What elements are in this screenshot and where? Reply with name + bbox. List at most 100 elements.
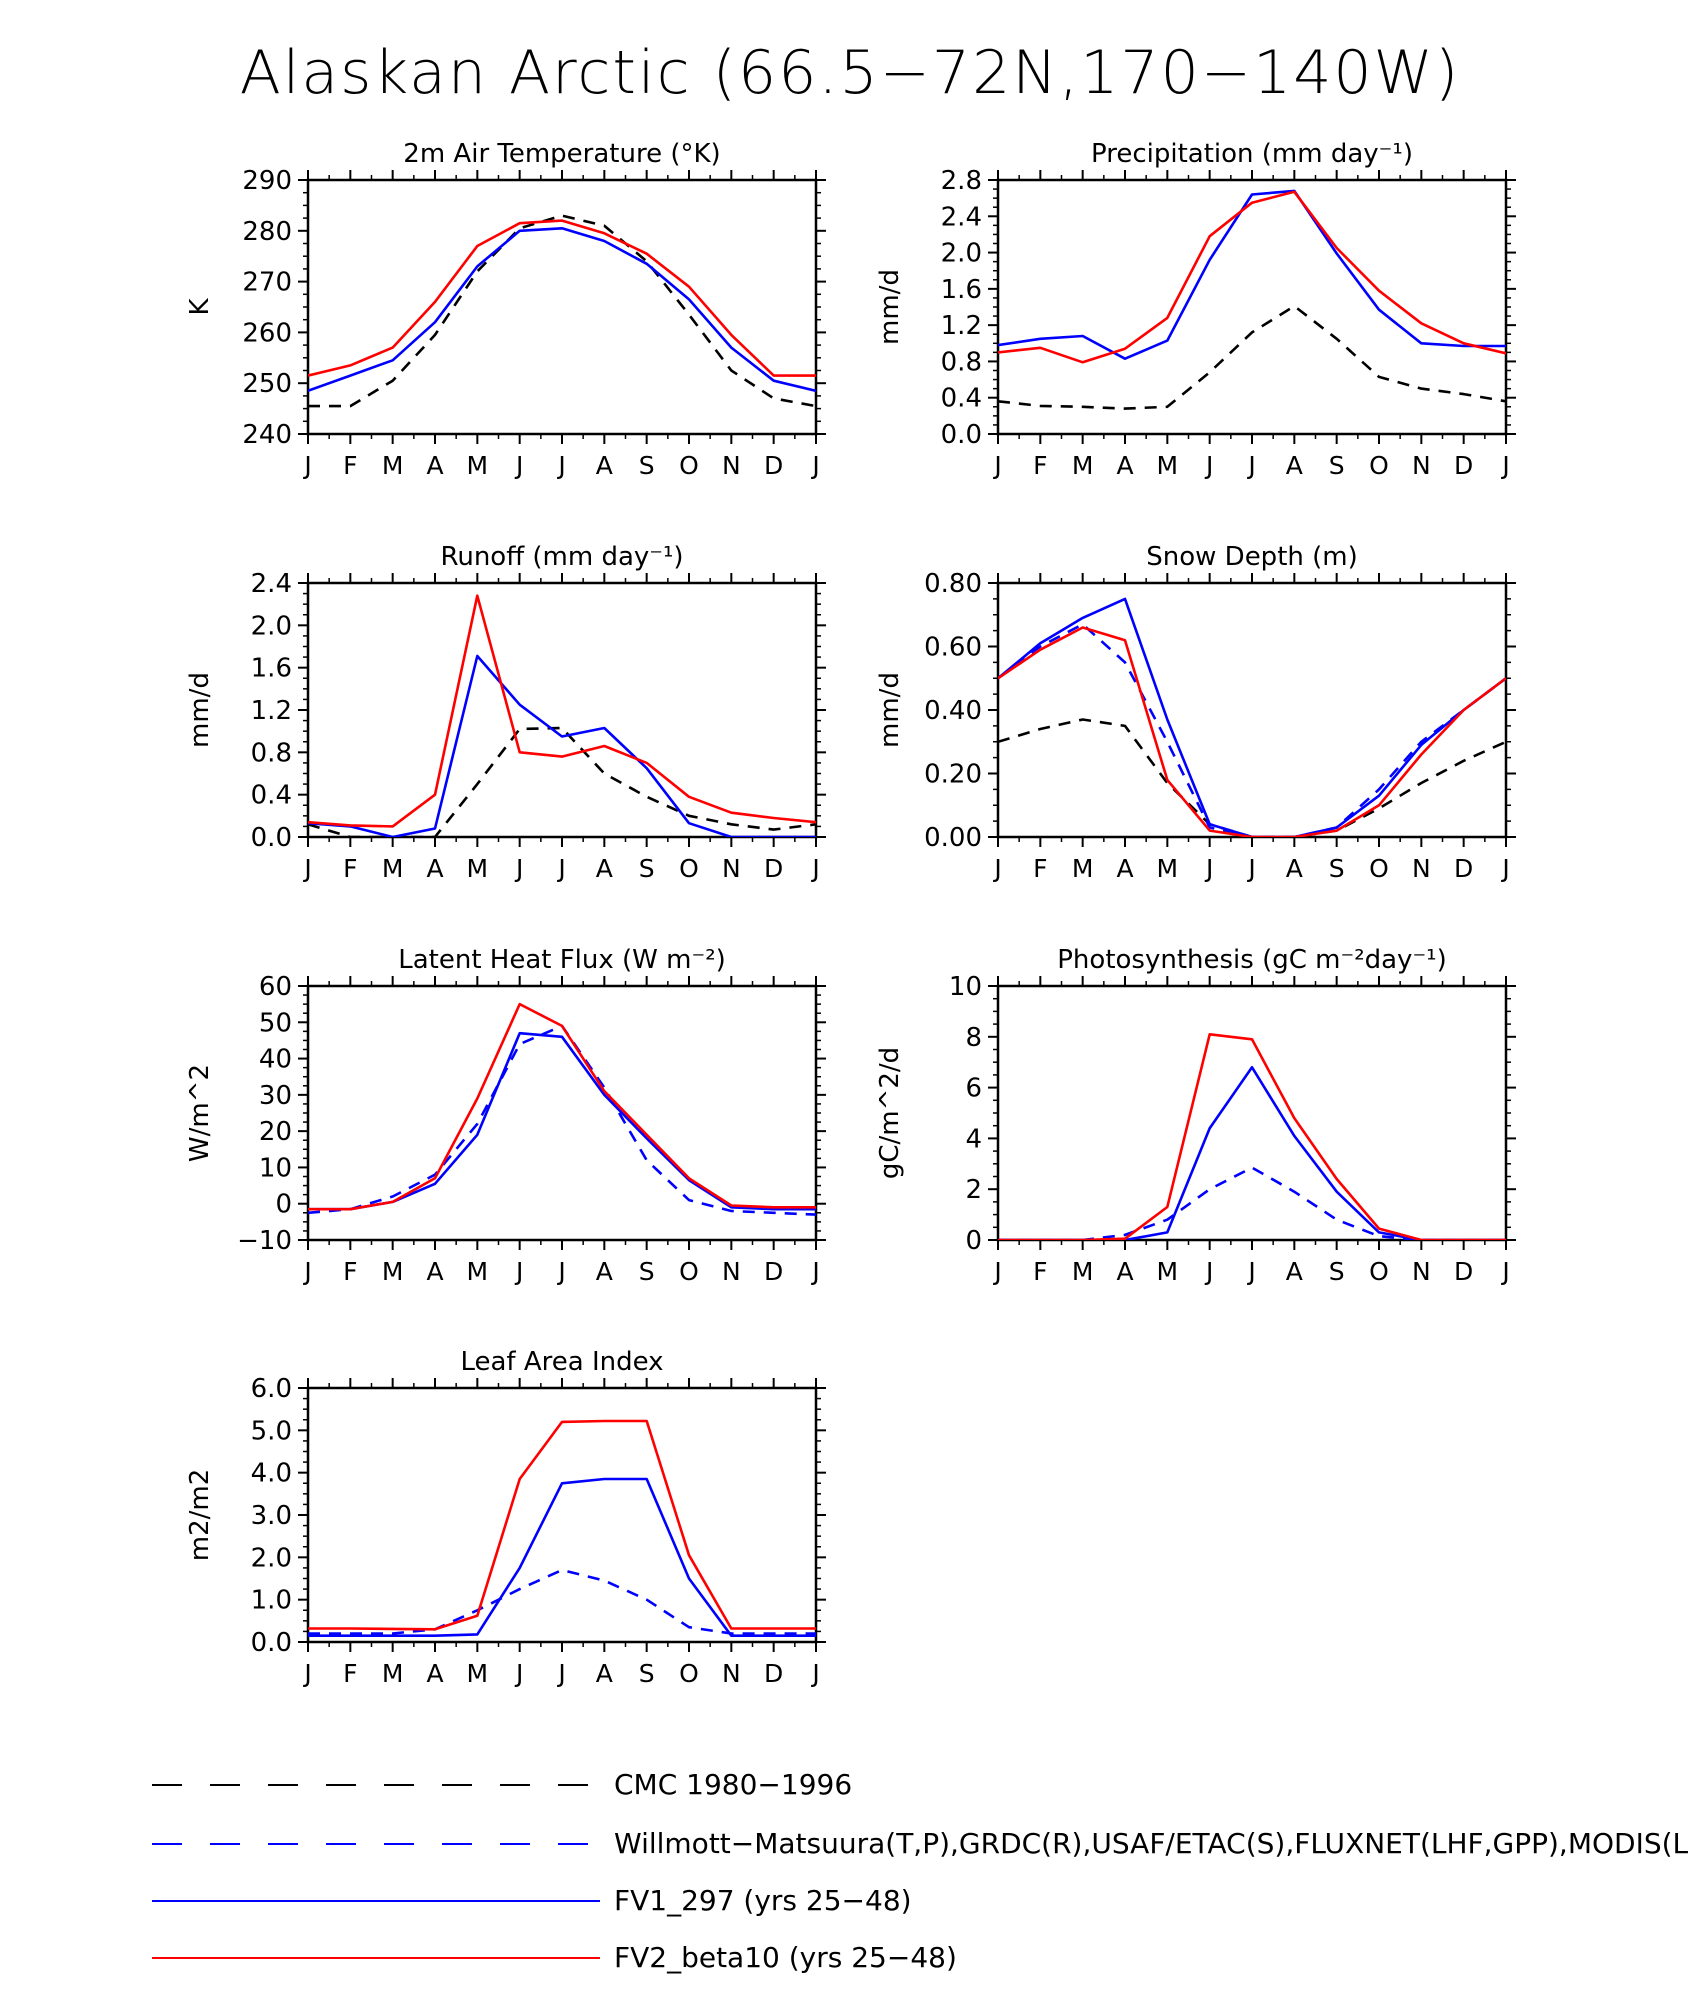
panel-title: Runoff (mm day⁻¹) [440, 542, 683, 572]
y-axis-label: m2/m2 [185, 1469, 215, 1562]
y-axis-label: gC/m^2/d [875, 1047, 905, 1179]
x-tick-label: J [556, 1257, 565, 1286]
panel-title: Latent Heat Flux (W m⁻²) [398, 945, 726, 975]
series-line [308, 1024, 816, 1216]
series-line [308, 219, 816, 377]
legend: CMC 1980−1996 Willmott−Matsuura(T,P),GRDC… [152, 1768, 1689, 1974]
x-tick-label: N [722, 854, 741, 883]
y-tick-label: 6 [965, 1074, 982, 1104]
panel-title: Leaf Area Index [460, 1347, 663, 1377]
panel-title: Snow Depth (m) [1146, 542, 1358, 572]
y-tick-label: 4.0 [251, 1459, 292, 1489]
y-tick-label: 1.0 [251, 1586, 292, 1616]
y-tick-label: 0.0 [941, 420, 982, 450]
y-tick-label: 0 [965, 1226, 982, 1256]
x-tick-label: S [1329, 854, 1345, 883]
x-tick-label: F [1033, 451, 1047, 480]
series-line [998, 626, 1506, 837]
y-tick-label: 280 [242, 217, 292, 247]
x-tick-label: J [514, 1257, 523, 1286]
legend-label: FV2_beta10 (yrs 25−48) [614, 1941, 957, 1974]
x-tick-label: A [426, 854, 443, 883]
x-tick-label: A [596, 854, 613, 883]
panel-title: Photosynthesis (gC m⁻²day⁻¹) [1057, 945, 1446, 975]
y-tick-label: 0.20 [924, 760, 982, 790]
y-tick-label: 10 [259, 1153, 292, 1183]
x-tick-label: M [467, 1659, 489, 1688]
x-tick-label: A [1286, 854, 1303, 883]
y-tick-label: 50 [259, 1008, 292, 1038]
x-tick-label: F [343, 1257, 357, 1286]
series-line [308, 1419, 816, 1631]
x-tick-label: J [302, 1659, 311, 1688]
x-tick-label: S [639, 451, 655, 480]
plot-frame [306, 1386, 818, 1644]
x-tick-label: D [764, 854, 783, 883]
x-tick-label: J [556, 451, 565, 480]
y-tick-label: 2.0 [251, 1543, 292, 1573]
x-tick-label: D [1454, 451, 1473, 480]
legend-item-4: FV2_beta10 (yrs 25−48) [152, 1941, 957, 1974]
x-tick-label: N [1412, 1257, 1431, 1286]
y-tick-label: 250 [242, 369, 292, 399]
x-tick-label: A [1286, 1257, 1303, 1286]
x-tick-label: J [1246, 854, 1255, 883]
x-tick-label: M [1072, 451, 1094, 480]
x-tick-label: F [1033, 1257, 1047, 1286]
series-line [308, 1031, 816, 1211]
y-tick-label: 2.4 [941, 202, 982, 232]
chart-panel-3: J F M A M J J A S O N D J0.00.40.81.21.62.02.4mm/dRu… [185, 542, 826, 883]
x-tick-label: A [1286, 451, 1303, 480]
y-tick-label: 240 [242, 420, 292, 450]
y-tick-label: 2.0 [941, 239, 982, 269]
y-tick-label: 1.2 [941, 311, 982, 341]
x-tick-label: J [992, 854, 1001, 883]
chart-panel-5: J F M A M J J A S O N D J−100102030405060W/m^2Latent… [185, 945, 826, 1286]
x-tick-label: M [1157, 854, 1179, 883]
x-tick-label: M [1157, 451, 1179, 480]
y-tick-label: 0.0 [251, 823, 292, 853]
x-tick-label: O [1369, 451, 1389, 480]
y-tick-label: 0.8 [941, 347, 982, 377]
x-tick-label: D [764, 451, 783, 480]
y-tick-label: 0.00 [924, 823, 982, 853]
figure-title: Alaskan Arctic (66.5−72N,170−140W) [239, 38, 1461, 108]
series-line [308, 214, 816, 408]
x-tick-label: D [764, 1257, 783, 1286]
series-line [998, 718, 1506, 837]
chart-panel-7: J F M A M J J A S O N D J0.01.02.03.04.05.06.0m2/m2L… [185, 1347, 826, 1688]
x-tick-label: O [679, 854, 699, 883]
series-line [308, 654, 816, 837]
series-line [998, 1166, 1506, 1240]
chart-panel-4: J F M A M J J A S O N D J0.000.200.400.600.80mm/dSno… [875, 542, 1516, 883]
y-tick-label: 5.0 [251, 1416, 292, 1446]
y-tick-label: 6.0 [251, 1374, 292, 1404]
x-tick-label: O [679, 451, 699, 480]
panel-title: Precipitation (mm day⁻¹) [1091, 139, 1413, 169]
x-tick-label: A [1116, 1257, 1133, 1286]
x-tick-label: M [382, 854, 404, 883]
x-tick-label: A [426, 451, 443, 480]
y-axis-label: mm/d [875, 672, 905, 748]
legend-item-2: Willmott−Matsuura(T,P),GRDC(R),USAF/ETAC… [152, 1827, 1689, 1860]
legend-label: CMC 1980−1996 [614, 1768, 852, 1801]
x-tick-label: A [596, 451, 613, 480]
x-tick-label: J [556, 1659, 565, 1688]
x-tick-label: A [426, 1659, 443, 1688]
x-tick-label: J [1204, 1257, 1213, 1286]
x-tick-label: S [639, 854, 655, 883]
panel-title: 2m Air Temperature (°K) [403, 139, 720, 169]
x-tick-label: F [1033, 854, 1047, 883]
x-tick-label: S [639, 1257, 655, 1286]
y-tick-label: 3.0 [251, 1501, 292, 1531]
series-line [998, 622, 1506, 837]
x-tick-label: O [679, 1659, 699, 1688]
series-line [308, 594, 816, 828]
x-tick-label: F [343, 451, 357, 480]
x-tick-label: J [514, 451, 523, 480]
x-tick-label: J [556, 854, 565, 883]
x-tick-label: S [1329, 451, 1345, 480]
x-tick-label: J [514, 854, 523, 883]
